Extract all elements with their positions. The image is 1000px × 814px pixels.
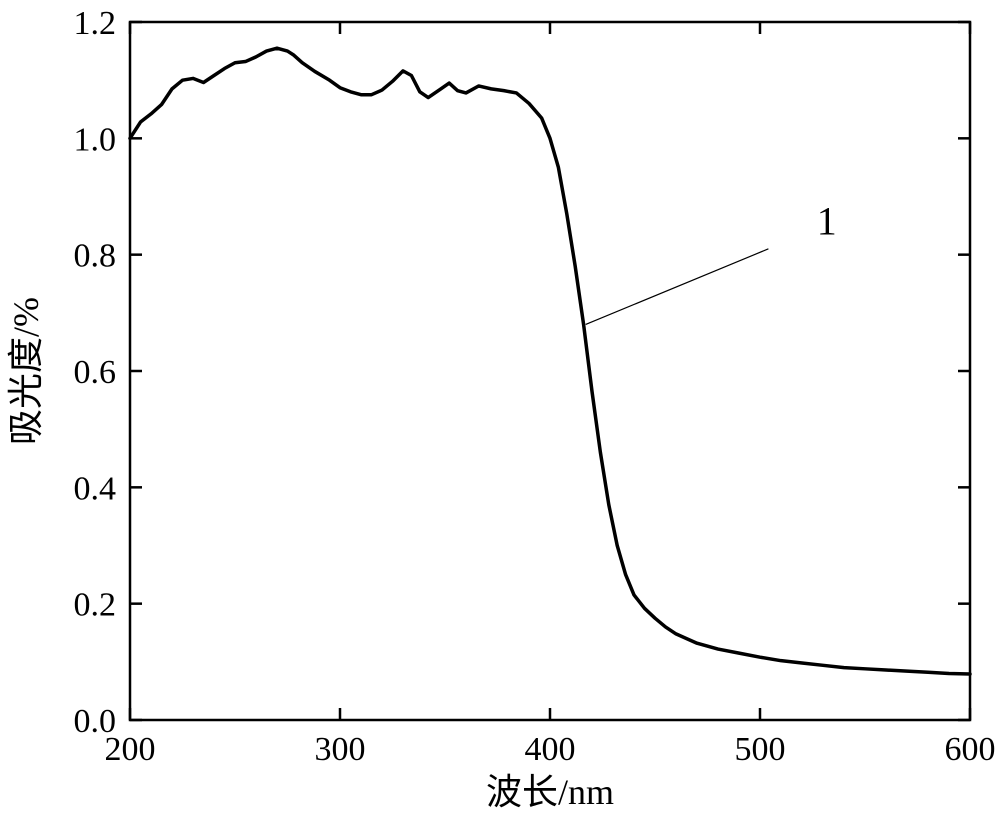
x-tick-label: 400 bbox=[525, 731, 576, 768]
x-tick-label: 500 bbox=[735, 731, 786, 768]
x-tick-label: 300 bbox=[315, 731, 366, 768]
y-axis-label: 吸光度/% bbox=[6, 297, 46, 445]
y-tick-label: 0.4 bbox=[74, 470, 117, 507]
annotation-label: 1 bbox=[817, 198, 837, 243]
chart-svg: 2003004005006000.00.20.40.60.81.01.2波长/n… bbox=[0, 0, 1000, 814]
y-tick-label: 0.6 bbox=[74, 354, 117, 391]
y-tick-label: 0.2 bbox=[74, 587, 117, 624]
y-tick-label: 0.8 bbox=[74, 238, 117, 275]
y-tick-label: 1.0 bbox=[74, 121, 117, 158]
y-tick-label: 1.2 bbox=[74, 5, 117, 42]
x-tick-label: 600 bbox=[945, 731, 996, 768]
x-axis-label: 波长/nm bbox=[486, 772, 614, 812]
chart-background bbox=[0, 0, 1000, 814]
absorbance-chart: 2003004005006000.00.20.40.60.81.01.2波长/n… bbox=[0, 0, 1000, 814]
y-tick-label: 0.0 bbox=[74, 703, 117, 740]
